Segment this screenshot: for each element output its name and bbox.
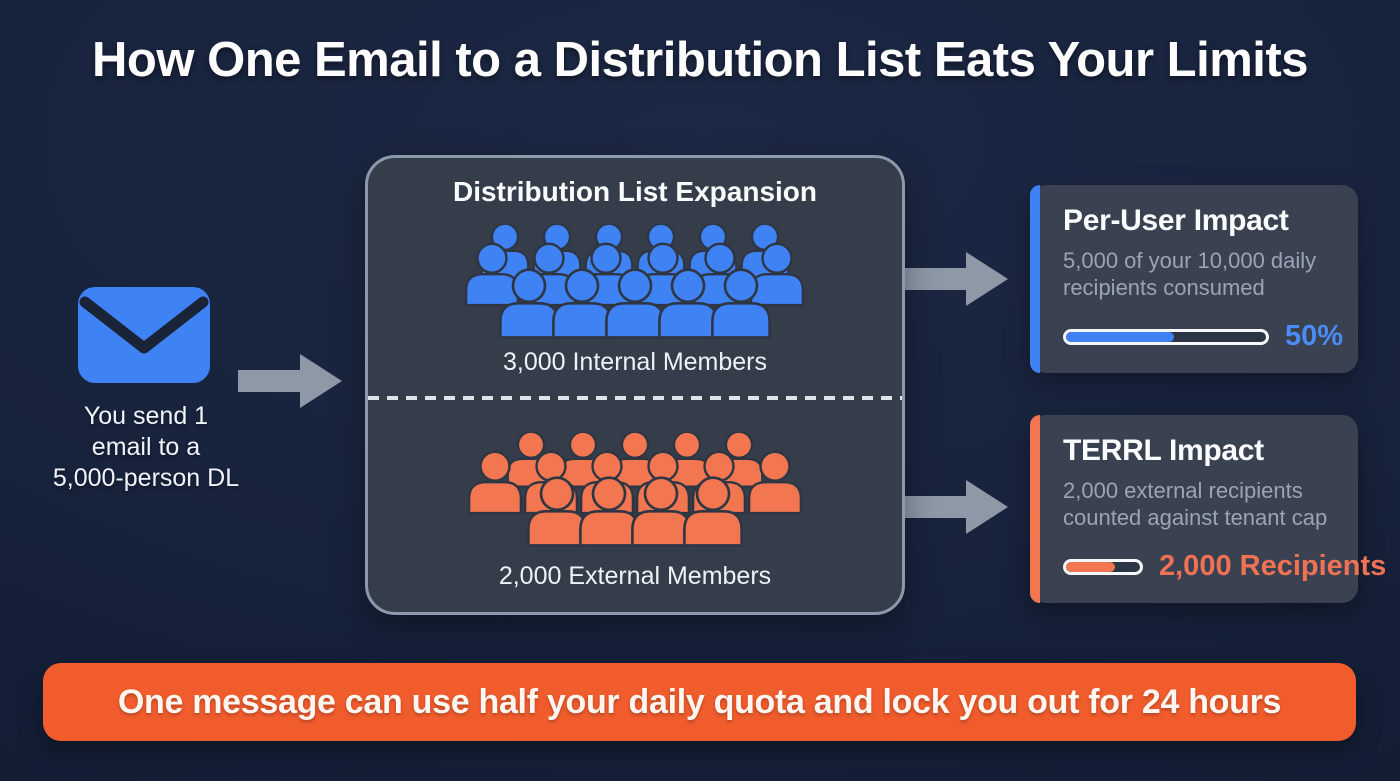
- external-members-label: 2,000 External Members: [498, 562, 772, 590]
- warning-banner-text: One message can use half your daily quot…: [117, 682, 1282, 721]
- card-title: TERRL Impact: [1063, 434, 1264, 467]
- external-members-crowd-icon: [467, 432, 803, 547]
- card-description-line: counted against tenant cap: [1063, 505, 1328, 530]
- card-description-line: 2,000 external recipients: [1063, 478, 1303, 503]
- card-description-line: recipients consumed: [1063, 275, 1265, 300]
- internal-members-label: 3,000 Internal Members: [502, 348, 768, 376]
- card-accent-stripe: [1030, 185, 1040, 373]
- progress-label: 2,000 Recipients: [1159, 550, 1387, 582]
- arrow-right-icon: [238, 354, 342, 408]
- card-description-line: 5,000 of your 10,000 daily: [1063, 248, 1317, 273]
- page-title: How One Email to a Distribution List Eat…: [92, 33, 1308, 87]
- email-envelope-icon: [78, 287, 210, 383]
- progress-bar: [1063, 328, 1269, 345]
- progress-label: 50%: [1285, 320, 1344, 352]
- distribution-list-expansion-panel: Distribution List Expansion 3,000 Intern…: [365, 155, 905, 615]
- source-caption-line: 5,000-person DL: [52, 464, 240, 492]
- progress-fill: [1066, 561, 1115, 572]
- source-caption-line: You send 1: [83, 402, 209, 430]
- warning-banner: One message can use half your daily quot…: [43, 663, 1356, 741]
- dashed-divider: [368, 396, 902, 400]
- source-caption-line: email to a: [91, 433, 201, 461]
- progress-bar: [1063, 558, 1143, 575]
- source-caption: You send 1 email to a 5,000-person DL: [18, 401, 274, 494]
- card-description: 5,000 of your 10,000 daily recipients co…: [1063, 247, 1342, 301]
- card-title: Per-User Impact: [1063, 204, 1289, 237]
- internal-members-crowd-icon: [464, 224, 805, 339]
- arrow-right-icon: [904, 480, 1008, 534]
- per-user-impact-card: Per-User Impact 5,000 of your 10,000 dai…: [1030, 185, 1358, 373]
- card-description: 2,000 external recipients counted agains…: [1063, 477, 1342, 531]
- progress-fill: [1066, 331, 1174, 342]
- terrl-impact-card: TERRL Impact 2,000 external recipients c…: [1030, 415, 1386, 603]
- card-accent-stripe: [1030, 415, 1040, 603]
- arrow-right-icon: [904, 252, 1008, 306]
- panel-title: Distribution List Expansion: [452, 176, 817, 207]
